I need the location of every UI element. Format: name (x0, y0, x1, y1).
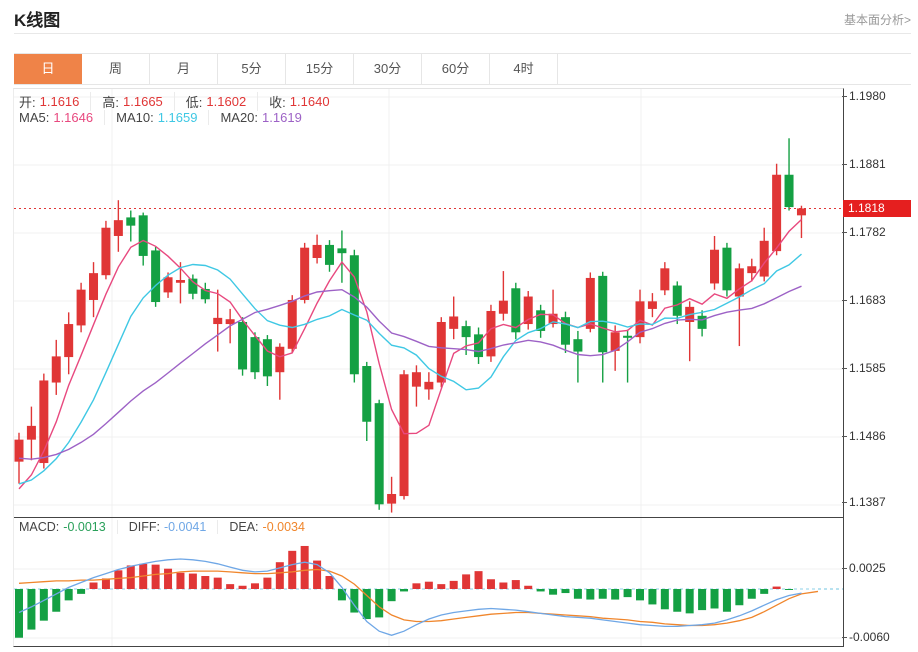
high-readout: 高: 1.1665 (102, 92, 175, 111)
macd-tick-1: 0.0025 (842, 561, 886, 575)
candlestick-chart[interactable] (14, 89, 843, 518)
period-tabbar: 日 周 月 5分 15分 30分 60分 4时 (14, 53, 911, 85)
price-tick-4: 1.1683 (842, 293, 886, 307)
ma20-readout: MA20: 1.1619 (220, 110, 302, 125)
price-gridlines (14, 89, 843, 518)
macd-histogram (15, 545, 794, 638)
page-title: K线图 (14, 11, 61, 30)
current-price-badge: 1.1818 (843, 200, 911, 217)
fundamental-analysis-link[interactable]: 基本面分析> (843, 13, 911, 27)
price-tick-1: 1.1980 (842, 89, 886, 103)
price-tick-6: 1.1486 (842, 429, 886, 443)
chart-frame (13, 88, 844, 647)
tab-4hour[interactable]: 4时 (490, 54, 558, 84)
price-tick-3: 1.1782 (842, 225, 886, 239)
ma20-line (18, 285, 802, 460)
ma5-readout: MA5: 1.1646 (19, 110, 106, 125)
price-tick-5: 1.1585 (842, 361, 886, 375)
ohlc-legend: 开: 1.1616 高: 1.1665 低: 1.1602 收: 1.1640 (19, 92, 352, 111)
tab-week[interactable]: 周 (82, 54, 150, 84)
dea-readout: DEA: -0.0034 (229, 520, 305, 534)
panel-divider (14, 517, 843, 518)
price-tick-2: 1.1881 (842, 157, 886, 171)
title-divider (14, 33, 911, 34)
diff-line (18, 558, 802, 636)
diff-readout: DIFF: -0.0041 (129, 520, 219, 534)
ma5-line (18, 218, 802, 490)
ma10-readout: MA10: 1.1659 (116, 110, 210, 125)
tab-day[interactable]: 日 (14, 54, 82, 84)
price-tick-7: 1.1387 (842, 495, 886, 509)
tab-month[interactable]: 月 (150, 54, 218, 84)
tab-60min[interactable]: 60分 (422, 54, 490, 84)
macd-legend: MACD: -0.0013 DIFF: -0.0041 DEA: -0.0034 (19, 520, 327, 534)
tab-30min[interactable]: 30分 (354, 54, 422, 84)
tab-5min[interactable]: 5分 (218, 54, 286, 84)
macd-tick-2: -0.0060 (842, 630, 890, 644)
macd-readout: MACD: -0.0013 (19, 520, 118, 534)
close-readout: 收: 1.1640 (269, 94, 330, 110)
dea-line (18, 568, 802, 627)
ma-legend: MA5: 1.1646 MA10: 1.1659 MA20: 1.1619 (19, 110, 324, 125)
macd-chart[interactable] (14, 518, 843, 646)
candles (14, 138, 806, 513)
tab-15min[interactable]: 15分 (286, 54, 354, 84)
open-readout: 开: 1.1616 (19, 92, 92, 111)
ma10-line (18, 253, 802, 485)
low-readout: 低: 1.1602 (186, 92, 259, 111)
